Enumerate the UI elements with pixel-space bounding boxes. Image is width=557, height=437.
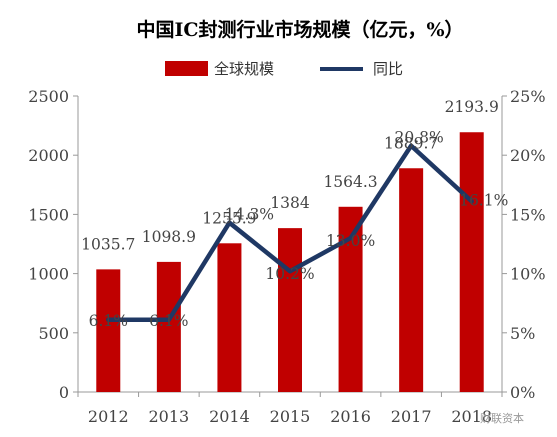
x-tick-label: 2013: [148, 407, 189, 426]
x-tick-label: 2014: [209, 407, 250, 426]
x-tick-label: 2012: [88, 407, 129, 426]
bar-data-label: 1255.9: [202, 209, 256, 227]
bar: [399, 168, 424, 392]
y-left-tick-label: 0: [59, 383, 69, 402]
line-data-label: 20.8%: [395, 129, 444, 147]
bar: [278, 228, 302, 392]
y-left-tick-label: 2500: [28, 87, 69, 106]
x-tick-label: 2016: [330, 407, 371, 426]
bar-data-label: 1098.9: [142, 228, 196, 246]
bar-data-label: 2193.9: [445, 98, 499, 116]
bar-data-label: 1889.7: [384, 134, 438, 152]
bar-data-label: 1035.7: [81, 235, 135, 253]
legend-swatch-bar: [165, 61, 208, 76]
line-data-label: 13.0%: [326, 232, 375, 250]
y-right-tick-label: 5%: [510, 324, 535, 343]
bar-data-label: 1384: [270, 194, 310, 212]
line-series-yoy: [106, 143, 474, 323]
chart-title: 中国IC封测行业市场规模（亿元，%）: [136, 18, 463, 41]
line-data-label: 16.1%: [459, 191, 508, 209]
x-tick-label: 2017: [391, 407, 432, 426]
bar: [459, 132, 484, 392]
line-data-label: 10.2%: [265, 265, 314, 283]
y-right-tick-label: 10%: [510, 265, 546, 284]
plot-area: 0 500 1000 1500 2000 2500 0% 5% 10% 15% 20% 25% 2012…: [28, 87, 545, 426]
line-data-label: 14.3%: [225, 206, 274, 224]
y-right-tick-label: 0%: [510, 383, 535, 402]
y-right-tick-label: 20%: [510, 146, 546, 165]
x-tick-label: 2018: [451, 407, 492, 426]
bar: [156, 261, 181, 392]
line-data-label: 6.1%: [89, 312, 128, 330]
y-left-tick-label: 500: [38, 324, 69, 343]
bar-data-label: 1564.3: [323, 173, 377, 191]
bar: [217, 243, 242, 392]
line-data-label: 6.1%: [149, 312, 188, 330]
y-left-tick-label: 2000: [28, 146, 69, 165]
y-right-tick-label: 25%: [510, 87, 546, 106]
legend: 全球规模 同比: [165, 60, 403, 78]
legend-label-bar: 全球规模: [214, 60, 274, 78]
y-left-tick-label: 1000: [28, 265, 69, 284]
bar: [96, 269, 121, 392]
legend-label-line: 同比: [373, 60, 403, 78]
watermark: 财联资本: [480, 411, 524, 425]
y-left-tick-label: 1500: [28, 205, 69, 224]
x-tick-label: 2015: [270, 407, 311, 426]
y-right-tick-label: 15%: [510, 205, 546, 224]
